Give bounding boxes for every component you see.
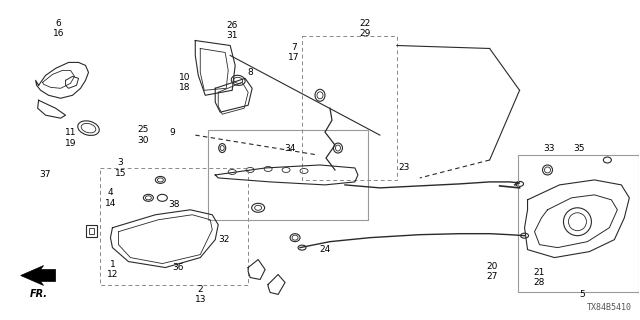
Polygon shape [20,266,56,285]
Text: 32: 32 [218,235,230,244]
Text: 20
27: 20 27 [486,262,497,281]
Text: 22
29: 22 29 [359,19,371,38]
Text: TX84B5410: TX84B5410 [586,303,631,312]
Text: 3
15: 3 15 [115,158,126,178]
Text: 2
13: 2 13 [195,285,206,304]
Text: 33: 33 [544,144,556,153]
Text: 10
18: 10 18 [179,73,190,92]
Text: 25
30: 25 30 [138,125,149,145]
Text: FR.: FR. [29,289,47,300]
Text: 21
28: 21 28 [534,268,545,287]
Text: 5: 5 [580,290,586,299]
Text: 35: 35 [573,144,585,153]
Text: 24: 24 [319,245,331,254]
Text: 4
14: 4 14 [105,188,116,208]
Text: 36: 36 [173,263,184,272]
Text: 37: 37 [39,171,51,180]
Text: 8: 8 [247,68,253,77]
Text: 26
31: 26 31 [227,21,238,40]
Text: 1
12: 1 12 [107,260,118,279]
Text: 34: 34 [284,144,296,153]
Text: 11
19: 11 19 [65,128,76,148]
Text: 6
16: 6 16 [53,19,64,38]
Text: 23: 23 [398,164,410,172]
Text: 9: 9 [170,128,175,137]
Text: 38: 38 [168,200,180,209]
Text: 7
17: 7 17 [288,43,300,62]
